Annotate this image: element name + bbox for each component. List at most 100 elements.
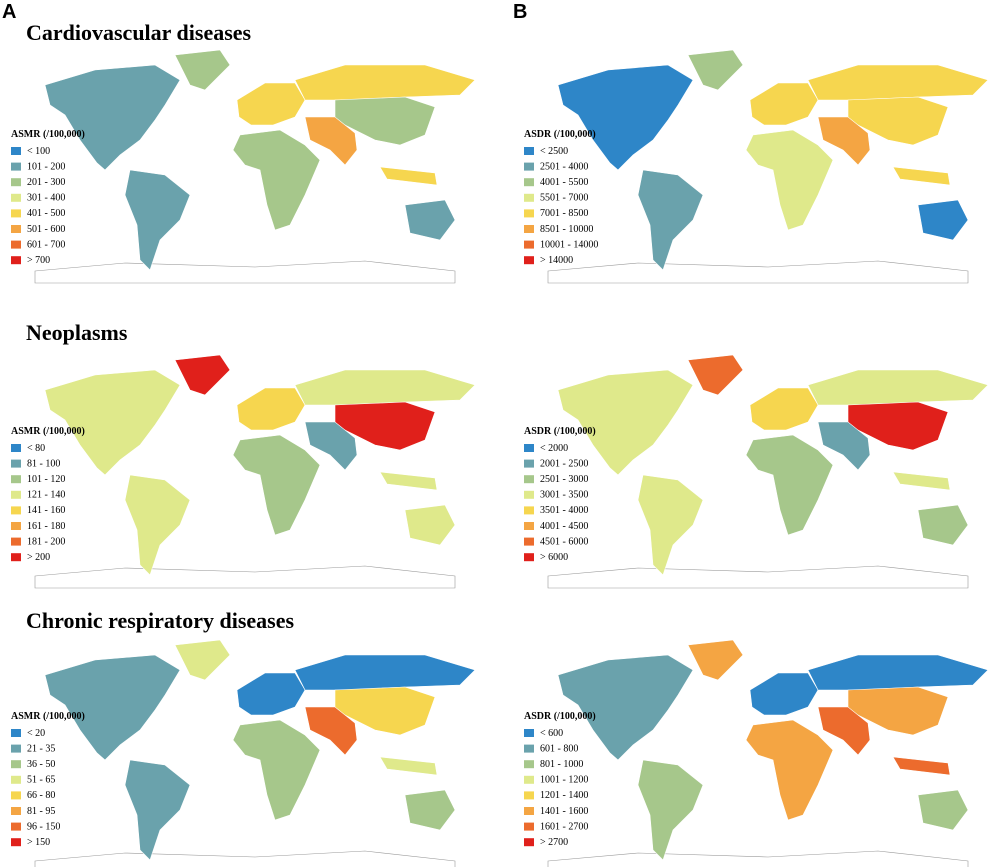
legend-label: 201 - 300 <box>27 177 65 188</box>
legend-swatch <box>524 147 534 155</box>
region <box>44 64 181 171</box>
legend-swatch <box>11 459 21 468</box>
legend-swatch <box>524 838 534 847</box>
legend-swatch <box>11 729 21 737</box>
legend-label: 601 - 800 <box>540 743 578 754</box>
region <box>379 166 438 186</box>
region <box>236 82 306 126</box>
legend-swatch <box>11 475 21 484</box>
region <box>404 789 456 831</box>
legend-swatch <box>524 506 534 515</box>
legend-label: > 2700 <box>540 837 568 848</box>
region <box>817 706 871 756</box>
legend-label: 66 - 80 <box>27 790 55 801</box>
legend-swatch <box>11 209 21 218</box>
region <box>817 421 871 471</box>
region <box>745 129 834 231</box>
legend-swatch <box>11 744 21 753</box>
region <box>232 129 321 231</box>
legend-label: 81 - 100 <box>27 458 60 469</box>
region <box>174 354 231 396</box>
legend-label: 301 - 400 <box>27 193 65 204</box>
legend-swatch <box>11 162 21 171</box>
region <box>379 756 438 776</box>
legend-swatch <box>11 822 21 831</box>
row-title: Chronic respiratory diseases <box>26 608 294 633</box>
map: ASMR (/100,000) < 20 21 - 35 36 - 50 51 - 65… <box>11 639 476 867</box>
region <box>404 199 456 241</box>
region <box>917 504 969 546</box>
region <box>124 759 191 861</box>
legend-swatch <box>11 522 21 530</box>
region <box>294 369 476 406</box>
region <box>807 654 989 691</box>
legend-label: 7001 - 8500 <box>540 208 588 219</box>
antarctica <box>547 565 969 589</box>
legend-label: 501 - 600 <box>27 224 65 235</box>
region <box>304 116 358 166</box>
legend-title: ASMR (/100,000) <box>11 711 85 722</box>
legend-label: < 20 <box>27 728 45 739</box>
legend-swatch <box>11 490 21 499</box>
legend-label: 601 - 700 <box>27 239 65 250</box>
legend-label: 51 - 65 <box>27 775 55 786</box>
legend-label: 2501 - 4000 <box>540 161 588 172</box>
legend-label: > 700 <box>27 255 50 266</box>
legend-label: 4501 - 6000 <box>540 536 588 547</box>
legend-label: 21 - 35 <box>27 743 55 754</box>
legend-label: < 600 <box>540 728 563 739</box>
legend-label: 121 - 140 <box>27 490 65 501</box>
region <box>749 387 819 431</box>
region <box>749 672 819 716</box>
region <box>404 504 456 546</box>
region <box>745 434 834 536</box>
antarctica <box>547 850 969 867</box>
region <box>232 434 321 536</box>
map: ASMR (/100,000) < 80 81 - 100 101 - 120 121 … <box>11 354 476 589</box>
region <box>236 387 306 431</box>
legend-swatch <box>524 193 534 202</box>
region <box>294 654 476 691</box>
legend-title: ASDR (/100,000) <box>524 426 596 437</box>
region <box>304 421 358 471</box>
legend-label: 101 - 200 <box>27 161 65 172</box>
legend-swatch <box>524 553 534 562</box>
legend-title: ASDR (/100,000) <box>524 711 596 722</box>
legend-label: 5501 - 7000 <box>540 193 588 204</box>
legend-swatch <box>11 225 21 233</box>
legend-label: 161 - 180 <box>27 521 65 532</box>
region <box>749 82 819 126</box>
legend-title: ASMR (/100,000) <box>11 426 85 437</box>
region <box>817 116 871 166</box>
legend-swatch <box>524 178 534 187</box>
region <box>379 471 438 491</box>
legend-swatch <box>524 791 534 800</box>
legend-swatch <box>524 775 534 784</box>
legend-swatch <box>11 760 21 769</box>
legend-label: 2001 - 2500 <box>540 458 588 469</box>
row-title: Cardiovascular diseases <box>26 20 252 45</box>
region <box>892 166 951 186</box>
legend-swatch <box>524 744 534 753</box>
region <box>304 706 358 756</box>
legend-swatch <box>524 444 534 452</box>
legend-swatch <box>524 760 534 769</box>
region <box>637 759 704 861</box>
antarctica <box>547 260 969 284</box>
panel-label: A <box>2 1 16 23</box>
legend-swatch <box>11 553 21 562</box>
legend-swatch <box>524 807 534 815</box>
region <box>124 474 191 576</box>
legend-label: 101 - 120 <box>27 474 65 485</box>
region <box>687 354 744 396</box>
legend-label: 3501 - 4000 <box>540 505 588 516</box>
legend-swatch <box>524 822 534 831</box>
legend-swatch <box>524 209 534 218</box>
legend-swatch <box>524 475 534 484</box>
legend-label: 36 - 50 <box>27 759 55 770</box>
legend-label: 10001 - 14000 <box>540 239 598 250</box>
region <box>637 474 704 576</box>
region <box>637 169 704 271</box>
legend-label: < 100 <box>27 146 50 157</box>
